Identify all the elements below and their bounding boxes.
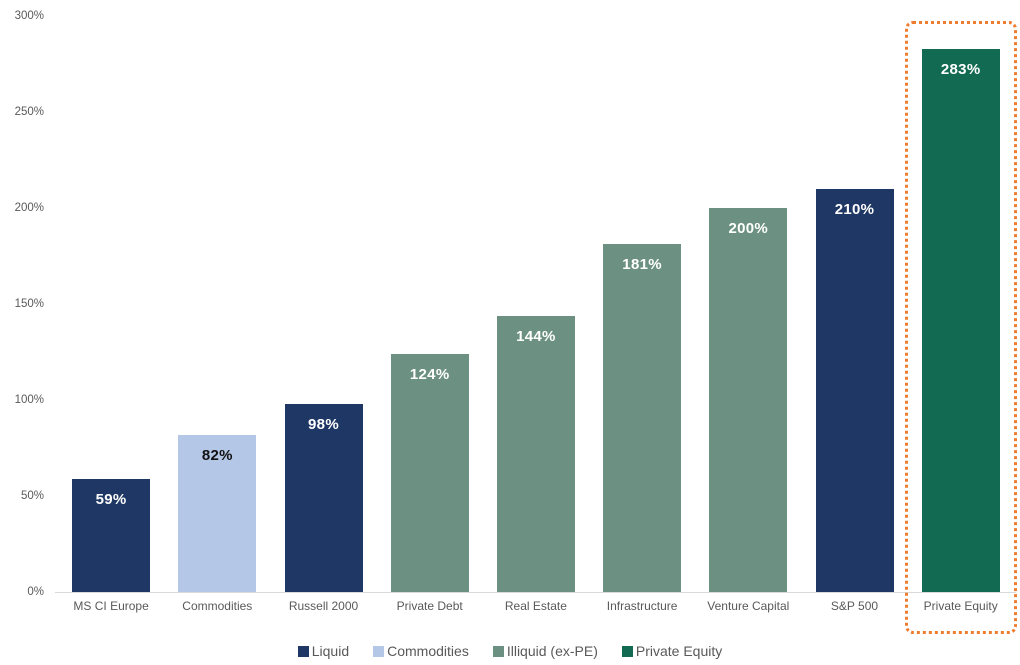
- bar-real-estate: 144%: [496, 315, 575, 592]
- bar-private-equity: 283%: [921, 48, 1000, 592]
- bar-value-label: 283%: [940, 60, 981, 78]
- category-label: S&P 500: [830, 599, 879, 613]
- y-tick-label: 50%: [20, 490, 44, 502]
- y-tick-label: 0%: [27, 586, 44, 598]
- bar-russell-2000: 98%: [284, 403, 363, 592]
- private-equity-highlight-outline: [904, 21, 1017, 634]
- bar-private-debt: 124%: [390, 353, 469, 592]
- bar-venture-capital: 200%: [709, 208, 788, 592]
- y-tick-label: 300%: [14, 10, 44, 22]
- bar-value-label: 210%: [834, 200, 875, 218]
- chart-legend: Liquid Commodities Illiquid (ex-PE) Private…: [0, 640, 1020, 662]
- category-label: Venture Capital: [707, 599, 790, 613]
- legend-item-private-equity: Private Equity: [621, 643, 723, 659]
- bar-value-label: 181%: [622, 256, 662, 274]
- legend-label: Commodities: [387, 643, 469, 659]
- bar-infrastructure: 181%: [603, 244, 682, 592]
- legend-label: Liquid: [311, 643, 350, 659]
- category-label: Private Equity: [923, 599, 998, 613]
- category-label: Commodities: [182, 599, 253, 613]
- x-axis-line: [55, 592, 1016, 593]
- legend-swatch-icon: [492, 645, 504, 657]
- legend-label: Illiquid (ex-PE): [506, 643, 598, 659]
- y-tick-label: 250%: [14, 106, 44, 118]
- bar-value-label: 124%: [409, 365, 450, 383]
- category-label: MS CI Europe: [73, 599, 149, 613]
- category-label: Russell 2000: [288, 599, 359, 613]
- legend-swatch-icon: [621, 645, 633, 657]
- bar-value-label: 200%: [728, 220, 769, 237]
- bar-s-p-500: 210%: [815, 188, 894, 592]
- legend-item-illiquid-ex-pe-: Illiquid (ex-PE): [492, 643, 598, 659]
- bar-value-label: 98%: [308, 415, 339, 433]
- bar-value-label: 59%: [95, 490, 127, 508]
- y-tick-label: 150%: [14, 298, 44, 310]
- category-label: Private Debt: [396, 599, 463, 613]
- category-label: Infrastructure: [606, 599, 678, 613]
- legend-item-liquid: Liquid: [297, 643, 350, 659]
- bar-ms-ci-europe: 59%: [72, 478, 151, 592]
- bar-value-label: 144%: [516, 327, 556, 345]
- bar-commodities: 82%: [178, 434, 257, 592]
- bar-value-label: 82%: [201, 446, 233, 464]
- category-label: Real Estate: [504, 599, 567, 613]
- legend-item-commodities: Commodities: [373, 643, 469, 659]
- y-tick-label: 100%: [14, 394, 44, 406]
- legend-swatch-icon: [297, 645, 309, 657]
- y-tick-label: 200%: [14, 202, 44, 214]
- legend-label: Private Equity: [635, 643, 723, 659]
- legend-swatch-icon: [373, 645, 385, 657]
